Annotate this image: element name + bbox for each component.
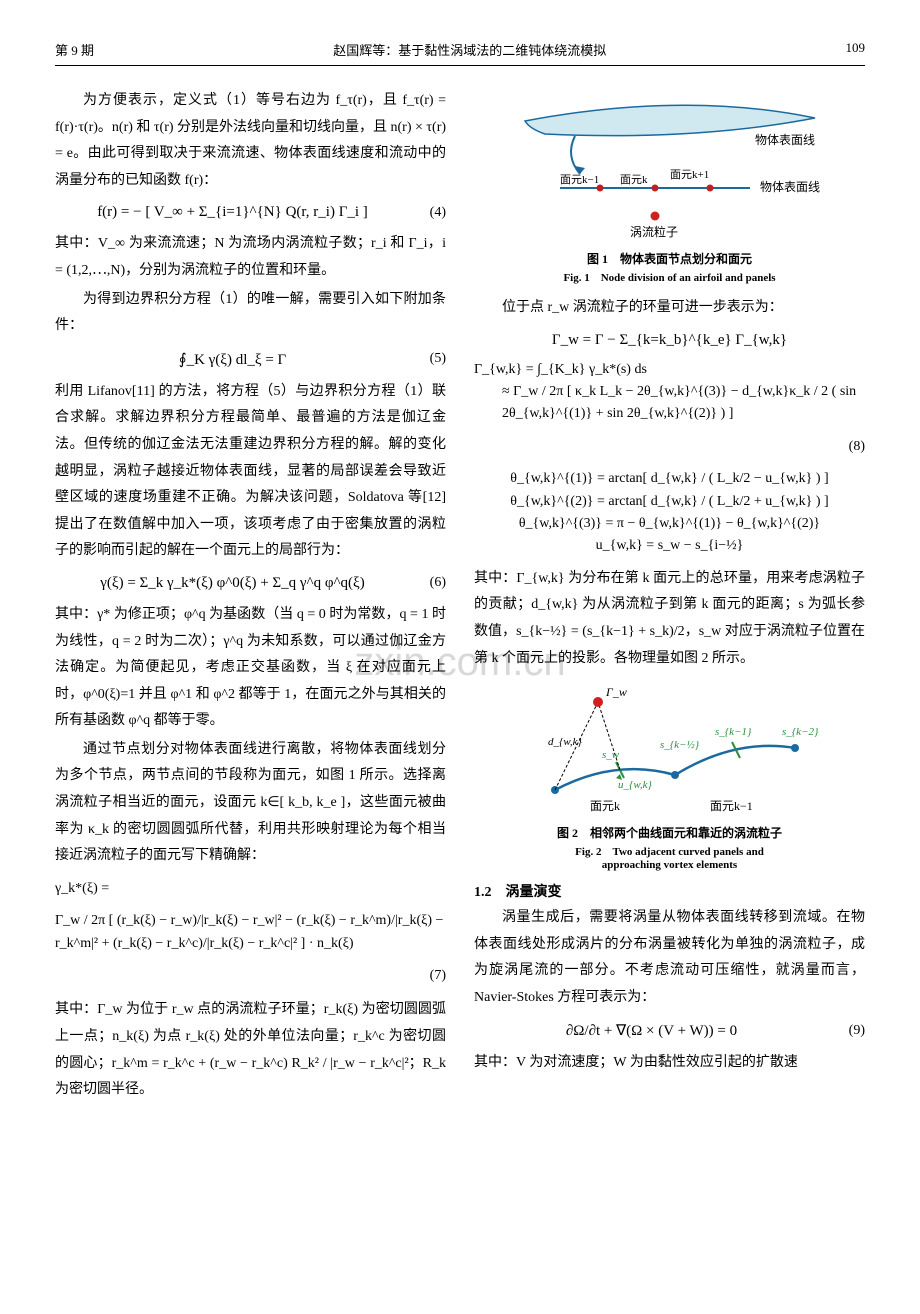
- equation-4-number: (4): [410, 205, 446, 221]
- header-right: 109: [846, 40, 866, 59]
- equation-5: ∮_K γ(ξ) dl_ξ = Γ: [55, 350, 410, 369]
- equation-6-row: γ(ξ) = Σ_k γ_k*(ξ) φ^0(ξ) + Σ_q γ^q φ^q(…: [55, 575, 446, 592]
- fig1-panel-km1: 面元k−1: [560, 174, 599, 186]
- fig2-panelk: 面元k: [590, 799, 620, 813]
- equation-4: f(r) = − [ V_∞ + Σ_{i=1}^{N} Q(r, r_i) Γ…: [55, 204, 410, 221]
- para-r1: 位于点 r_w 涡流粒子的环量可进一步表示为：: [474, 295, 865, 322]
- fig2-sk1: s_{k−1}: [715, 726, 752, 738]
- equation-7-block: γ_k*(ξ) = Γ_w / 2π [ (r_k(ξ) − r_w)/|r_k…: [55, 878, 446, 988]
- equation-Gw-row: Γ_w = Γ − Σ_{k=k_b}^{k_e} Γ_{w,k}: [474, 332, 865, 349]
- equation-6-number: (6): [410, 575, 446, 591]
- fig2-uwk: u_{w,k}: [618, 779, 653, 791]
- equation-9-row: ∂Ω/∂t + ∇(Ω × (V + W)) = 0 (9): [474, 1021, 865, 1040]
- equation-5-row: ∮_K γ(ξ) dl_ξ = Γ (5): [55, 350, 446, 369]
- equation-8a: Γ_{w,k} = ∫_{K_k} γ_k*(s) ds: [474, 359, 865, 381]
- fig2-dwk: d_{w,k}: [548, 736, 583, 748]
- two-column-layout: 为方便表示，定义式（1）等号右边为 f_τ(r)，且 f_τ(r) = f(r)…: [55, 88, 865, 1106]
- fig2-sw: s_w: [602, 749, 620, 761]
- para-6: 通过节点划分对物体表面线进行离散，将物体表面线划分为多个节点，两节点间的节段称为…: [55, 737, 446, 870]
- figure-2: Γ_w d_{w,k} s_w u_{w,k} s_{k−½} s_{k−1} …: [474, 680, 865, 871]
- para-4: 利用 Lifanov[11] 的方法，将方程（5）与边界积分方程（1）联合求解。…: [55, 379, 446, 565]
- fig1-label-surface1: 物体表面线: [755, 133, 815, 147]
- fig2-Gw: Γ_w: [605, 685, 627, 699]
- figure-2-caption-en1: Fig. 2 Two adjacent curved panels and: [474, 843, 865, 859]
- equation-6: γ(ξ) = Σ_k γ_k*(ξ) φ^0(ξ) + Σ_q γ^q φ^q(…: [55, 575, 410, 592]
- para-r3: 涡量生成后，需要将涡量从物体表面线转移到流域。在物体表面线处形成涡片的分布涡量被…: [474, 905, 865, 1011]
- header-left: 第 9 期: [55, 40, 94, 59]
- equation-9: ∂Ω/∂t + ∇(Ω × (V + W)) = 0: [474, 1021, 829, 1040]
- equation-8b: ≈ Γ_w / 2π [ κ_k L_k − 2θ_{w,k}^{(3)} − …: [474, 381, 865, 426]
- equation-Gw: Γ_w = Γ − Σ_{k=k_b}^{k_e} Γ_{w,k}: [474, 332, 865, 349]
- equation-9-number: (9): [829, 1023, 865, 1039]
- equation-7b: Γ_w / 2π [ (r_k(ξ) − r_w)/|r_k(ξ) − r_w|…: [55, 910, 446, 955]
- equation-theta2: θ_{w,k}^{(2)} = arctan[ d_{w,k} / ( L_k/…: [474, 491, 865, 513]
- para-3: 为得到边界积分方程（1）的唯一解，需要引入如下附加条件：: [55, 287, 446, 340]
- figure-1: 物体表面线 面元k−1 面元k 面元k+1 物体表面线 涡流粒子 图 1 物体表…: [474, 96, 865, 285]
- equation-8-block: Γ_{w,k} = ∫_{K_k} γ_k*(s) ds ≈ Γ_w / 2π …: [474, 359, 865, 459]
- header-center: 赵国辉等：基于黏性涡域法的二维钝体绕流模拟: [333, 40, 606, 59]
- fig1-panel-k: 面元k: [620, 174, 648, 186]
- fig2-panelkm1: 面元k−1: [710, 799, 753, 813]
- equation-7-number: (7): [410, 965, 446, 987]
- para-2: 其中：V_∞ 为来流流速；N 为流场内涡流粒子数；r_i 和 Γ_i，i = (…: [55, 231, 446, 284]
- para-1: 为方便表示，定义式（1）等号右边为 f_τ(r)，且 f_τ(r) = f(r)…: [55, 88, 446, 194]
- figure-2-svg: Γ_w d_{w,k} s_w u_{w,k} s_{k−½} s_{k−1} …: [520, 680, 820, 820]
- figure-1-svg: 物体表面线 面元k−1 面元k 面元k+1 物体表面线 涡流粒子: [505, 96, 835, 246]
- equation-theta3: θ_{w,k}^{(3)} = π − θ_{w,k}^{(1)} − θ_{w…: [474, 513, 865, 535]
- equation-7a: γ_k*(ξ) =: [55, 878, 446, 900]
- fig2-sk2: s_{k−2}: [782, 726, 819, 738]
- equation-8-number: (8): [829, 436, 865, 458]
- figure-2-caption-cn: 图 2 相邻两个曲线面元和靠近的涡流粒子: [474, 824, 865, 841]
- para-r4: 其中：V 为对流速度；W 为由黏性效应引起的扩散速: [474, 1050, 865, 1077]
- para-r2: 其中：Γ_{w,k} 为分布在第 k 面元上的总环量，用来考虑涡粒子的贡献；d_…: [474, 566, 865, 672]
- para-5: 其中：γ* 为修正项；φ^q 为基函数（当 q = 0 时为常数，q = 1 时…: [55, 602, 446, 735]
- right-column: 物体表面线 面元k−1 面元k 面元k+1 物体表面线 涡流粒子 图 1 物体表…: [474, 88, 865, 1106]
- equation-theta1: θ_{w,k}^{(1)} = arctan[ d_{w,k} / ( L_k/…: [474, 468, 865, 490]
- fig1-vortex: 涡流粒子: [630, 224, 678, 239]
- section-1-2-title: 1.2 涡量演变: [474, 881, 865, 901]
- left-column: 为方便表示，定义式（1）等号右边为 f_τ(r)，且 f_τ(r) = f(r)…: [55, 88, 446, 1106]
- para-7: 其中：Γ_w 为位于 r_w 点的涡流粒子环量；r_k(ξ) 为密切圆圆弧上一点…: [55, 997, 446, 1103]
- figure-1-caption-en: Fig. 1 Node division of an airfoil and p…: [474, 269, 865, 285]
- fig1-label-surface2: 物体表面线: [760, 180, 820, 194]
- equation-theta-block: θ_{w,k}^{(1)} = arctan[ d_{w,k} / ( L_k/…: [474, 468, 865, 558]
- fig1-panel-kp1: 面元k+1: [670, 169, 709, 181]
- equation-uwk: u_{w,k} = s_w − s_{i−½}: [474, 535, 865, 557]
- equation-5-number: (5): [410, 351, 446, 367]
- figure-1-caption-cn: 图 1 物体表面节点划分和面元: [474, 250, 865, 267]
- equation-4-row: f(r) = − [ V_∞ + Σ_{i=1}^{N} Q(r, r_i) Γ…: [55, 204, 446, 221]
- figure-2-caption-en2: approaching vortex elements: [474, 859, 865, 871]
- fig2-skhalf: s_{k−½}: [660, 739, 700, 751]
- page-header: 第 9 期 赵国辉等：基于黏性涡域法的二维钝体绕流模拟 109: [55, 40, 865, 66]
